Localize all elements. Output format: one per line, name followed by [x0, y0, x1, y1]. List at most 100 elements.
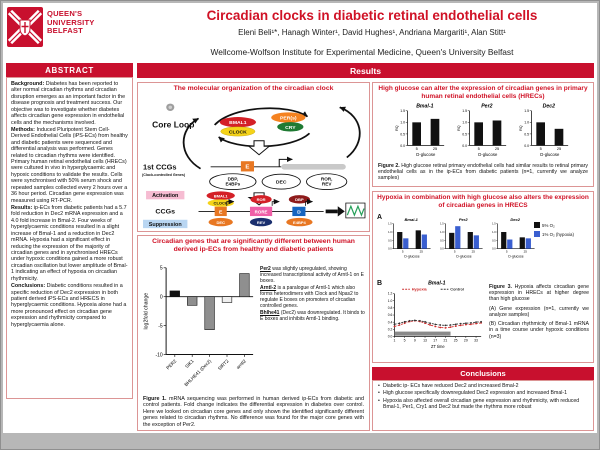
- svg-text:Bmal-1: Bmal-1: [428, 280, 445, 286]
- svg-text:Dec2: Dec2: [543, 103, 556, 109]
- svg-text:RQ: RQ: [519, 125, 523, 131]
- svg-text:RQ: RQ: [457, 125, 461, 131]
- conclusions-list: Diabetic ip- ECs have reduced Dec2 and i…: [377, 383, 589, 410]
- svg-text:1.5: 1.5: [440, 222, 444, 226]
- rore-box-node: [249, 206, 273, 217]
- svg-text:5: 5: [404, 339, 406, 343]
- figure3-caption-b: (B) Circadian rhythmicity of Bmal-1 mRNA…: [489, 321, 589, 340]
- abstract-results-text: ip-ECs from diabetic patients had a 5.7 …: [11, 205, 128, 282]
- svg-text:Hypoxia: Hypoxia: [412, 287, 428, 292]
- abstract-methods: Methods: Induced Pluripotent Stem Cell-D…: [11, 127, 128, 204]
- legend-hypoxia: 1% O₂ (hypoxia): [534, 231, 590, 237]
- fig3a-chart-Bmal-1: Bmal-1 0.0 0.5 1.0 1.5 5 25D-glucose: [388, 217, 431, 259]
- svg-text:0.5: 0.5: [462, 132, 467, 136]
- qub-crest-icon: [7, 7, 43, 47]
- svg-text:RQ: RQ: [395, 125, 399, 131]
- bmal1-node: [219, 117, 257, 128]
- figure1-caption: Figure 1. mRNA sequencing was performed …: [143, 396, 365, 428]
- suppression-label: Suppression: [149, 222, 182, 228]
- svg-text:Dec2: Dec2: [510, 217, 520, 222]
- poster: QUEEN'S UNIVERSITY BELFAST Circadian clo…: [3, 3, 597, 433]
- e-box-node: [240, 161, 255, 172]
- svg-text:Per2: Per2: [481, 103, 492, 109]
- svg-text:5: 5: [540, 147, 542, 151]
- fig3a-chart-Dec2: Dec2 0.0 0.5 1.0 1.5 5 25D-glucose: [492, 217, 535, 259]
- oscillation-wave-icon: [346, 204, 365, 217]
- abstract-methods-text: Induced Pluripotent Stem Cell-Derived En…: [11, 126, 128, 204]
- circadian-clock-diagram: Core Loop BMAL1 CLOCK PER(s) CRY E 1st C…: [142, 103, 366, 229]
- svg-text:33: 33: [474, 339, 478, 343]
- ror-label: ROR: [257, 197, 266, 202]
- ror-node: [250, 195, 272, 204]
- svg-text:-5: -5: [158, 323, 163, 329]
- svg-text:0.5: 0.5: [388, 238, 392, 242]
- abstract-results-label: Results:: [11, 205, 33, 212]
- abstract-box: Background: Diabetes has been reported t…: [6, 77, 133, 399]
- legend-swatch-blue: [534, 231, 540, 237]
- pers-node: [271, 112, 306, 123]
- svg-text:SIK1: SIK1: [184, 358, 195, 369]
- svg-text:ZT time: ZT time: [431, 344, 445, 349]
- panel-a-label: A: [377, 214, 383, 221]
- note-bhlhe41: Bhlhe41 (Dec2) was downregulated. It bin…: [260, 310, 365, 322]
- figure2-title: High glucose can alter the expression of…: [378, 85, 588, 100]
- svg-text:1.0: 1.0: [388, 230, 392, 234]
- dec-small-node: [208, 217, 233, 227]
- ror-rev-node: [306, 173, 348, 190]
- output-arrow: [325, 209, 338, 214]
- e4bp4-label: E4BP4: [293, 220, 307, 225]
- pers-label: PER(s): [280, 116, 297, 122]
- abstract-background: Background: Diabetes has been reported t…: [11, 81, 128, 126]
- abstract-background-text: Diabetes has been reported to alter norm…: [11, 81, 126, 126]
- svg-text:D-glucose: D-glucose: [456, 255, 471, 259]
- panel-b-label: B: [377, 280, 383, 287]
- fig3a-legend: 5% O₂ 1% O₂ (hypoxia): [534, 222, 590, 240]
- abstract-conclusions: Conclusions: Diabetic conditions resulte…: [11, 283, 128, 328]
- clock-small-node: [207, 199, 234, 207]
- svg-text:D-glucose: D-glucose: [478, 152, 498, 157]
- dec-label: DEC: [276, 180, 287, 186]
- svg-text:5: 5: [160, 266, 163, 272]
- poster-title: Circadian clocks in diabetic retinal end…: [206, 8, 538, 23]
- conclusions-box: Diabetic ip- ECs have reduced Dec2 and i…: [372, 380, 594, 431]
- svg-text:25: 25: [454, 339, 458, 343]
- svg-text:0.8: 0.8: [388, 306, 393, 310]
- cry-label: CRY: [285, 125, 296, 131]
- first-ccgs-label: 1st CCGs: [143, 164, 177, 172]
- e-box-label: E: [245, 165, 249, 171]
- first-ccgs-sublabel: (Clock-controlled Genes): [142, 173, 185, 177]
- legend-normoxia: 5% O₂: [534, 222, 590, 228]
- svg-text:arntl2: arntl2: [235, 358, 247, 370]
- bmal1-small-node: [206, 191, 235, 200]
- svg-text:0.0: 0.0: [440, 247, 444, 251]
- svg-text:PER2: PER2: [165, 358, 177, 370]
- fig2-chart-Per2: Per2 0.0 0.5 1.0 1.5 RQ 5 25D-glucose: [457, 103, 507, 157]
- svg-text:25: 25: [433, 147, 437, 151]
- svg-text:0.5: 0.5: [440, 238, 444, 242]
- svg-text:SIRT2: SIRT2: [217, 358, 230, 371]
- svg-text:-10: -10: [155, 352, 162, 358]
- logo-line3: BELFAST: [47, 26, 83, 35]
- clock-node: [220, 126, 256, 137]
- conclusion-item: Diabetic ip- ECs have reduced Dec2 and i…: [377, 383, 589, 390]
- fig2-charts: Bmal-1 0.0 0.5 1.0 1.5 RQ 5 25 D-glucose Per2 0.0 0…: [373, 101, 593, 162]
- abstract-heading: ABSTRACT: [6, 63, 133, 77]
- abstract-background-label: Background:: [11, 81, 45, 87]
- dbp-node: [288, 195, 311, 204]
- svg-text:1.0: 1.0: [462, 121, 467, 125]
- svg-text:0.0: 0.0: [524, 144, 529, 148]
- figure3-box: Hypoxia in combination with high glucose…: [372, 191, 594, 363]
- svg-text:0: 0: [160, 295, 163, 301]
- svg-text:Per2: Per2: [459, 217, 468, 222]
- svg-text:1.0: 1.0: [492, 230, 496, 234]
- clock-box-title: The molecular organization of the circad…: [173, 85, 334, 92]
- svg-text:5: 5: [416, 147, 418, 151]
- note-per2: Per2 was slightly upregulated, showing i…: [260, 266, 364, 284]
- gene-bar: [281, 164, 346, 170]
- figure1-title: Circadian genes that are significantly d…: [152, 238, 355, 254]
- dec-small-label: DEC: [216, 220, 225, 225]
- dec-node: [261, 173, 301, 190]
- qub-wordmark: QUEEN'S UNIVERSITY BELFAST: [47, 9, 95, 36]
- svg-text:0.5: 0.5: [492, 238, 496, 242]
